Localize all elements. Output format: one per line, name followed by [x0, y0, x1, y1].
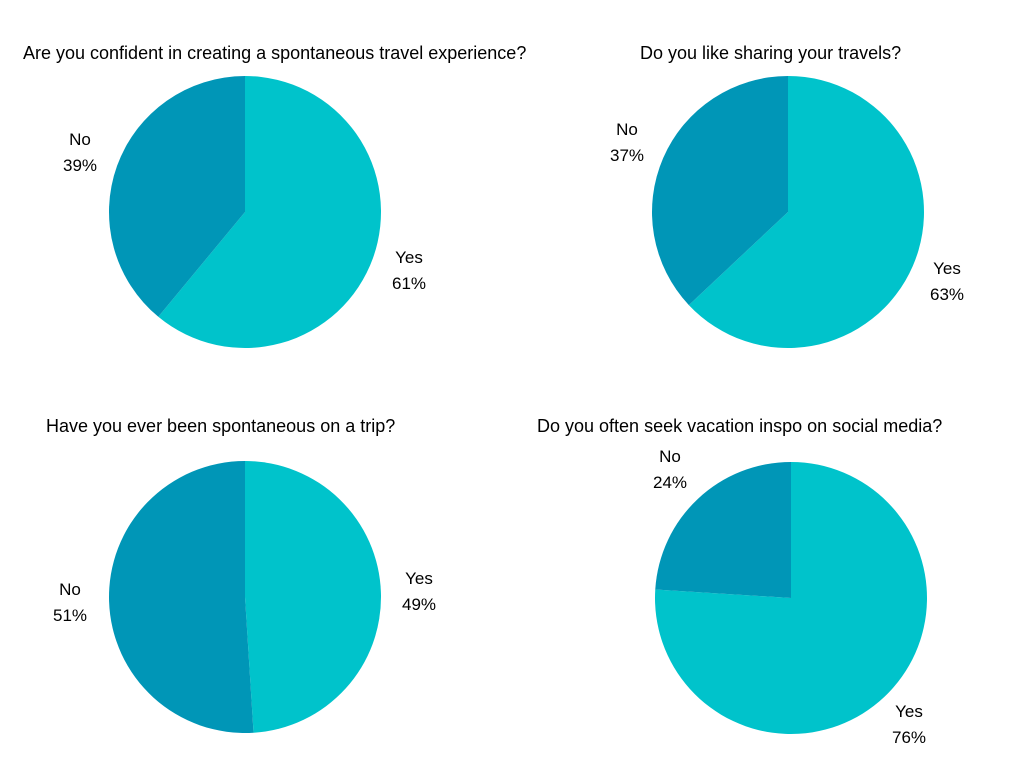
- slice-label-name: Yes: [405, 569, 433, 588]
- slice-label-value: 76%: [891, 728, 927, 747]
- pie: [108, 461, 381, 733]
- slice-label-value: 24%: [652, 473, 688, 492]
- slice-label-yes: Yes 63%: [907, 256, 987, 308]
- pie: [109, 76, 381, 348]
- slice-label-no: No 51%: [30, 577, 110, 629]
- pie-slice-yes: [688, 76, 924, 348]
- chart-title: Do you like sharing your travels?: [640, 43, 902, 63]
- chart-title: Are you confident in creating a spontane…: [23, 43, 527, 63]
- pie-slice-no: [109, 76, 245, 317]
- slice-label-no: No 37%: [587, 117, 667, 169]
- slice-label-name: No: [69, 130, 91, 149]
- slice-label-value: 37%: [609, 146, 645, 165]
- slice-label-name: No: [59, 580, 81, 599]
- pie-slice-yes: [158, 76, 381, 348]
- slice-label-name: Yes: [933, 259, 961, 278]
- pie-slice-yes: [245, 461, 381, 733]
- slice-label-value: 63%: [929, 285, 965, 304]
- pie: [655, 462, 927, 734]
- slice-label-name: No: [659, 447, 681, 466]
- slice-label-name: No: [616, 120, 638, 139]
- slice-label-name: Yes: [395, 248, 423, 267]
- slice-label-value: 61%: [391, 274, 427, 293]
- slice-label-value: 51%: [52, 606, 88, 625]
- pie-slice-no: [108, 461, 254, 733]
- slice-label-no: No 24%: [630, 444, 710, 496]
- pie-chart-vacation-inspo: Do you often seek vacation inspo on soci…: [512, 384, 1024, 768]
- pie-chart-confident-spontaneous: Are you confident in creating a spontane…: [0, 0, 526, 384]
- pie-slice-no: [655, 462, 791, 598]
- slice-label-value: 49%: [401, 595, 437, 614]
- pie-chart-sharing-travels: Do you like sharing your travels? Yes 63…: [512, 0, 1024, 384]
- slice-label-yes: Yes 76%: [869, 699, 949, 751]
- pie-chart-been-spontaneous: Have you ever been spontaneous on a trip…: [0, 384, 512, 768]
- slice-label-yes: Yes 49%: [379, 566, 459, 618]
- slice-label-yes: Yes 61%: [369, 245, 449, 297]
- chart-title: Do you often seek vacation inspo on soci…: [537, 416, 943, 436]
- chart-title: Have you ever been spontaneous on a trip…: [46, 416, 396, 436]
- pie: [652, 76, 924, 348]
- slice-label-name: Yes: [895, 702, 923, 721]
- slice-label-value: 39%: [62, 156, 98, 175]
- pie-slice-no: [652, 76, 788, 306]
- slice-label-no: No 39%: [40, 127, 120, 179]
